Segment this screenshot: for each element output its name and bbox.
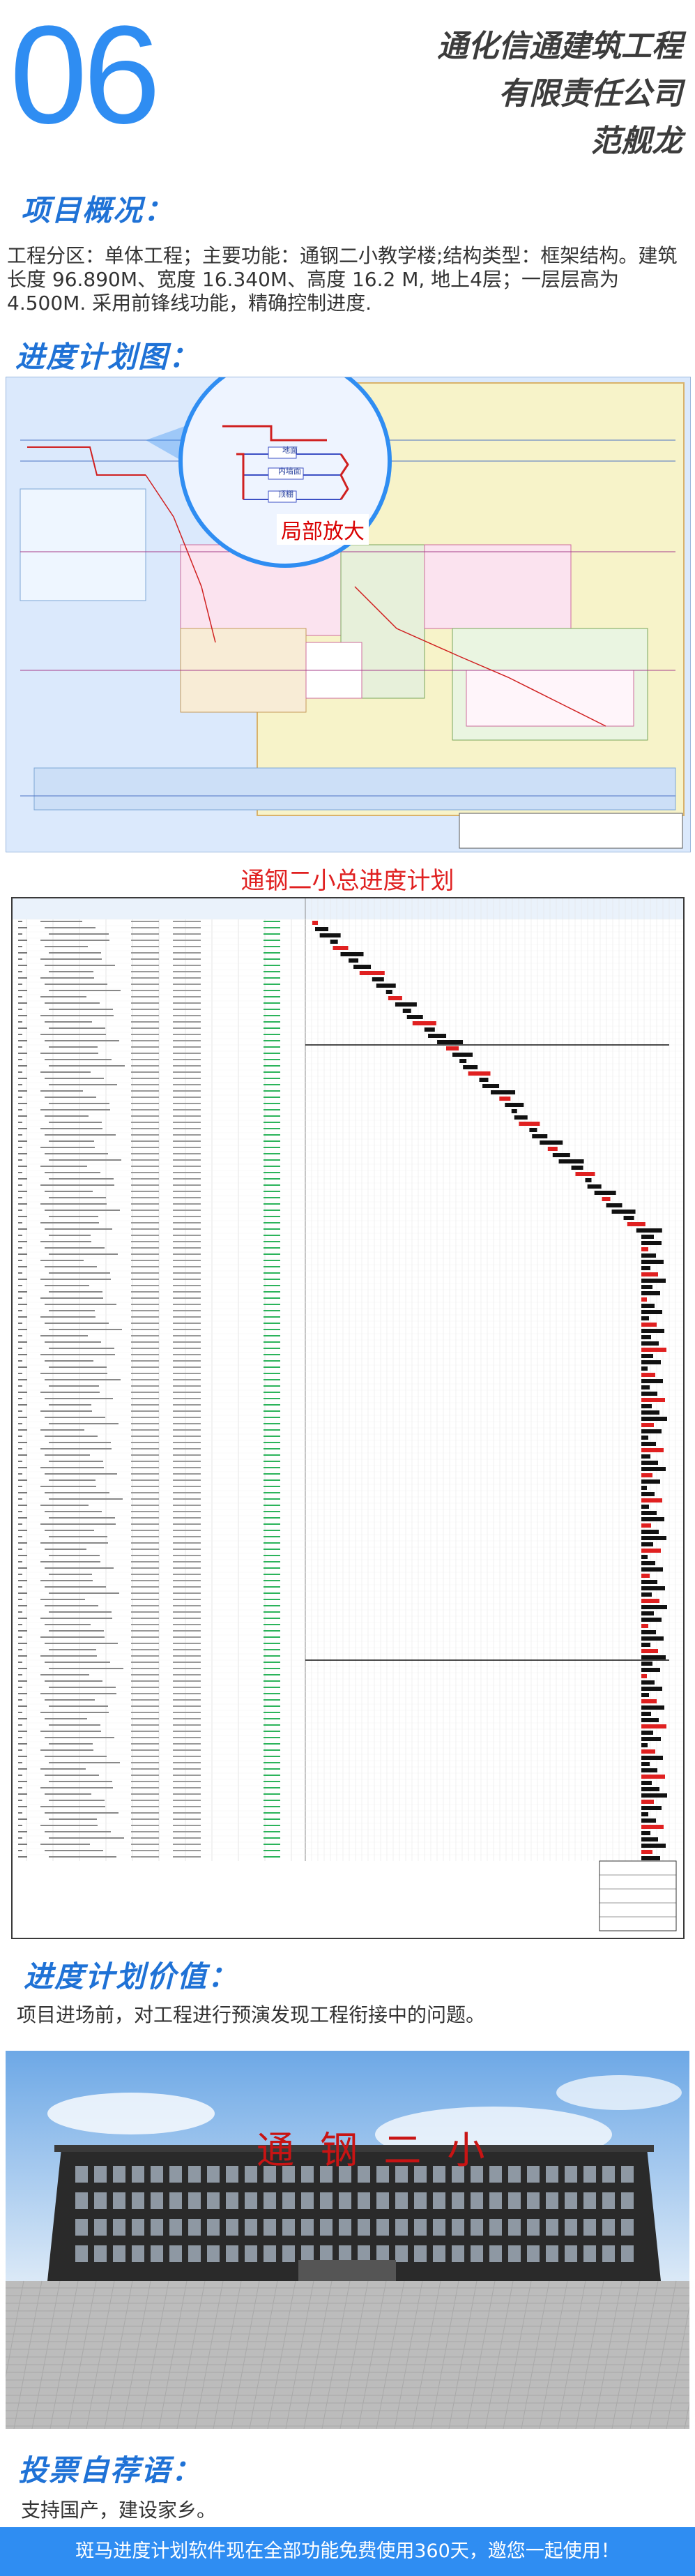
- author-name: 范舰龙: [590, 123, 682, 159]
- schedule-image-title: 进度计划图：: [15, 340, 200, 374]
- building-render-image: 通 钢 二 小: [6, 2051, 689, 2429]
- gantt-title: 通钢二小总进度计划: [240, 867, 455, 895]
- zoom-tag-floor: 地面: [282, 446, 298, 455]
- overview-text: 工程分区：单体工程；主要功能：通钢二小教学楼;结构类型：框架结构。建筑长度 96…: [7, 244, 678, 315]
- schedule-overview-image: 地面 内墙面 顶棚 局部放大: [6, 354, 691, 852]
- company-name-line2: 有限责任公司: [498, 76, 682, 112]
- zoom-label: 局部放大: [277, 514, 369, 545]
- building-sign: 通 钢 二 小: [257, 2128, 492, 2172]
- section-number: 06: [10, 0, 160, 153]
- gantt-chart-svg: [13, 898, 683, 1931]
- value-title: 进度计划价值：: [24, 1959, 239, 1994]
- zoom-tag-ceiling: 顶棚: [278, 490, 293, 499]
- vote-text: 支持国产，建设家乡。: [21, 2499, 217, 2522]
- value-text: 项目进场前，对工程进行预演发现工程衔接中的问题。: [17, 2003, 486, 2026]
- company-name-line1: 通化信通建筑工程: [437, 29, 682, 64]
- overview-title: 项目概况：: [21, 193, 175, 227]
- schedule-network-diagram: [6, 354, 690, 852]
- footer-banner: 斑马进度计划软件现在全部功能免费使用360天，邀您一起使用！: [0, 2527, 695, 2576]
- zoom-tag-interior-wall: 内墙面: [278, 467, 301, 476]
- vote-title: 投票自荐语：: [18, 2453, 203, 2487]
- gantt-chart: [11, 897, 685, 1939]
- building-render-svg: [6, 2051, 689, 2429]
